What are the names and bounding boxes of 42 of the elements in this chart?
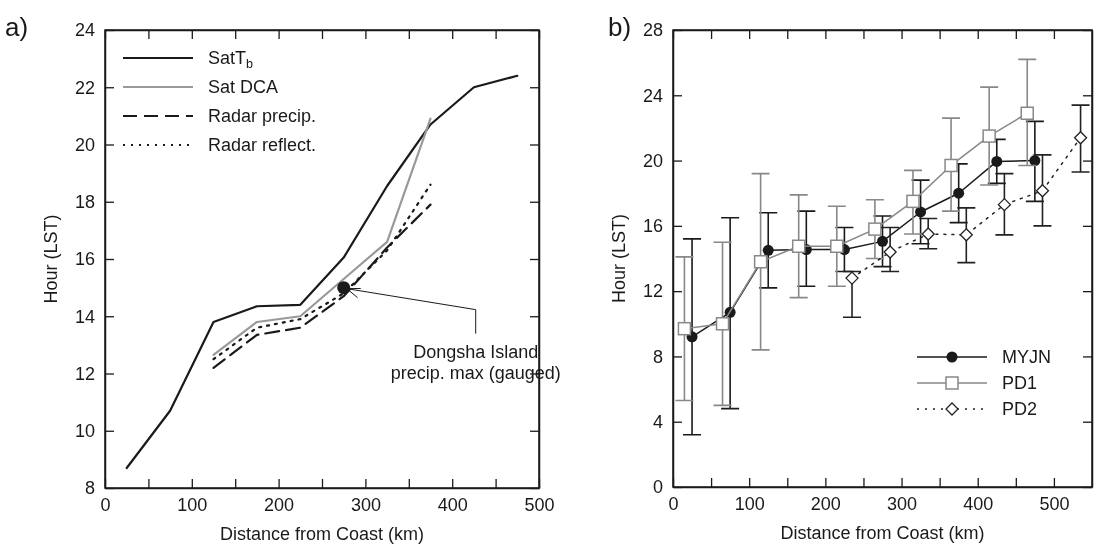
legend-label: PD1 [1002, 373, 1038, 393]
y-tick-label: 28 [642, 20, 663, 41]
y-tick-label: 12 [74, 363, 95, 384]
y-tick-label: 20 [74, 134, 95, 155]
y-axis-title: Hour (LST) [609, 213, 629, 304]
legend-label: Radar precip. [208, 106, 317, 126]
y-tick-label: 8 [84, 478, 95, 499]
y-tick-label: 8 [652, 346, 663, 367]
x-tick-label: 300 [887, 493, 918, 514]
x-tick-label: 0 [668, 493, 679, 514]
y-axis-title: Hour (LST) [41, 214, 61, 304]
y-tick-label: 24 [74, 20, 95, 41]
y-tick-label: 14 [74, 306, 95, 327]
x-tick-label: 500 [1039, 493, 1070, 514]
x-tick-label: 0 [100, 494, 111, 515]
y-tick-label: 10 [74, 421, 95, 442]
y-tick-label: 18 [74, 192, 95, 213]
x-axis-title: Distance from Coast (km) [780, 523, 985, 543]
x-tick-label: 100 [177, 494, 208, 515]
x-tick-label: 500 [524, 494, 555, 515]
y-tick-label: 20 [642, 150, 663, 171]
y-tick-label: 0 [652, 477, 663, 498]
y-tick-label: 24 [642, 85, 663, 106]
legend-label: Radar reflect. [208, 135, 317, 155]
y-tick-label: 4 [652, 411, 663, 432]
x-tick-label: 400 [963, 493, 994, 514]
legend-label: PD2 [1002, 399, 1038, 419]
chart-title: b) [608, 12, 632, 42]
chart-title: a) [5, 12, 29, 42]
y-tick-label: 16 [642, 216, 663, 237]
y-tick-label: 16 [74, 249, 95, 270]
y-tick-label: 22 [74, 77, 95, 98]
x-tick-label: 400 [437, 494, 468, 515]
y-tick-label: 12 [642, 281, 663, 302]
x-tick-label: 100 [734, 493, 765, 514]
legend-label: SatT$_{b}$ [208, 48, 254, 71]
legend-label: MYJN [1002, 347, 1051, 367]
x-tick-label: 200 [810, 493, 841, 514]
legend-label: Sat DCA [208, 77, 279, 97]
x-tick-label: 300 [350, 494, 381, 515]
x-axis-title: Distance from Coast (km) [219, 524, 425, 544]
x-tick-label: 200 [264, 494, 295, 515]
